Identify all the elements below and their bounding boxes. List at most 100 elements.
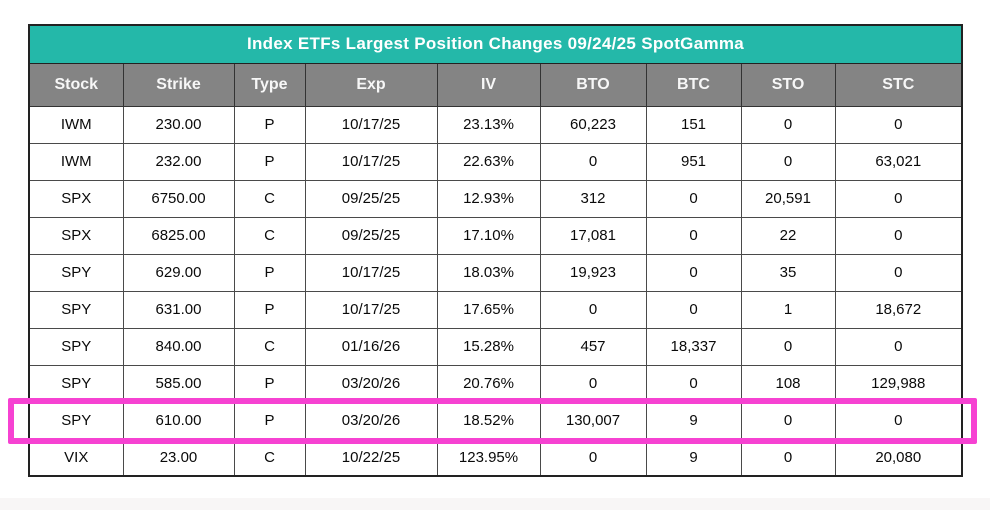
table-cell: 9 bbox=[645, 401, 742, 440]
table-cell: 0 bbox=[539, 142, 647, 181]
position-changes-table-wrap: Index ETFs Largest Position Changes 09/2… bbox=[8, 24, 977, 477]
table-row: SPY 629.00 P 10/17/25 18.03% 19,923 0 35 0 bbox=[28, 253, 963, 292]
table-cell: 0 bbox=[740, 438, 836, 477]
table-cell: 610.00 bbox=[122, 401, 235, 440]
table-cell: 0 bbox=[539, 290, 647, 329]
column-header-iv: IV bbox=[436, 62, 541, 107]
table-cell: SPX bbox=[28, 216, 124, 255]
column-header-stc: STC bbox=[834, 62, 963, 107]
table-cell: 0 bbox=[834, 179, 963, 218]
table-cell: 0 bbox=[740, 105, 836, 144]
table-cell: 17,081 bbox=[539, 216, 647, 255]
table-cell: P bbox=[233, 364, 306, 403]
table-cell: 9 bbox=[645, 438, 742, 477]
table-cell: 09/25/25 bbox=[304, 179, 438, 218]
table-cell: 18.03% bbox=[436, 253, 541, 292]
column-header-stock: Stock bbox=[28, 62, 124, 107]
table-cell: P bbox=[233, 142, 306, 181]
table-cell: 0 bbox=[645, 364, 742, 403]
table-cell: P bbox=[233, 105, 306, 144]
table-cell: C bbox=[233, 438, 306, 477]
table-cell: 22.63% bbox=[436, 142, 541, 181]
table-cell: 230.00 bbox=[122, 105, 235, 144]
table-cell: P bbox=[233, 253, 306, 292]
table-cell: 0 bbox=[645, 253, 742, 292]
table-cell: 0 bbox=[740, 142, 836, 181]
table-cell: SPX bbox=[28, 179, 124, 218]
table-cell: 951 bbox=[645, 142, 742, 181]
table-cell: 10/17/25 bbox=[304, 105, 438, 144]
table-cell: VIX bbox=[28, 438, 124, 477]
table-cell: 03/20/26 bbox=[304, 364, 438, 403]
table-cell: 17.65% bbox=[436, 290, 541, 329]
table-cell: 09/25/25 bbox=[304, 216, 438, 255]
table-row: SPY 631.00 P 10/17/25 17.65% 0 0 1 18,672 bbox=[28, 290, 963, 329]
table-cell: 840.00 bbox=[122, 327, 235, 366]
title-row: Index ETFs Largest Position Changes 09/2… bbox=[28, 24, 963, 64]
position-changes-table: Index ETFs Largest Position Changes 09/2… bbox=[28, 24, 964, 477]
table-cell: 1 bbox=[740, 290, 836, 329]
table-cell: 129,988 bbox=[834, 364, 963, 403]
column-header-row: Stock Strike Type Exp IV BTO BTC STO STC bbox=[28, 62, 963, 107]
table-row: IWM 230.00 P 10/17/25 23.13% 60,223 151 0 0 bbox=[28, 105, 963, 144]
table-cell: 22 bbox=[740, 216, 836, 255]
column-header-sto: STO bbox=[740, 62, 836, 107]
table-cell: SPY bbox=[28, 401, 124, 440]
table-cell: 0 bbox=[645, 290, 742, 329]
table-cell: 10/17/25 bbox=[304, 142, 438, 181]
table-cell: C bbox=[233, 179, 306, 218]
table-cell: IWM bbox=[28, 142, 124, 181]
bottom-strip bbox=[0, 498, 990, 510]
table-cell: 19,923 bbox=[539, 253, 647, 292]
table-cell: 312 bbox=[539, 179, 647, 218]
table-cell: 23.00 bbox=[122, 438, 235, 477]
table-row: SPX 6750.00 C 09/25/25 12.93% 312 0 20,591 0 bbox=[28, 179, 963, 218]
column-header-bto: BTO bbox=[539, 62, 647, 107]
table-cell: 0 bbox=[645, 179, 742, 218]
table-cell: 23.13% bbox=[436, 105, 541, 144]
table-cell: 6825.00 bbox=[122, 216, 235, 255]
table-cell: 631.00 bbox=[122, 290, 235, 329]
table-cell: 18,337 bbox=[645, 327, 742, 366]
table-cell: 123.95% bbox=[436, 438, 541, 477]
table-cell: 18.52% bbox=[436, 401, 541, 440]
table-cell: IWM bbox=[28, 105, 124, 144]
table-cell: 0 bbox=[834, 216, 963, 255]
table-row-highlighted: SPY 610.00 P 03/20/26 18.52% 130,007 9 0 0 bbox=[28, 401, 963, 440]
table-cell: 6750.00 bbox=[122, 179, 235, 218]
table-cell: 232.00 bbox=[122, 142, 235, 181]
table-cell: 20,591 bbox=[740, 179, 836, 218]
table-cell: 0 bbox=[834, 327, 963, 366]
table-body: IWM 230.00 P 10/17/25 23.13% 60,223 151 0 0 IWM 23… bbox=[28, 105, 963, 477]
table-cell: 60,223 bbox=[539, 105, 647, 144]
column-header-exp: Exp bbox=[304, 62, 438, 107]
table-cell: 17.10% bbox=[436, 216, 541, 255]
table-cell: 12.93% bbox=[436, 179, 541, 218]
table-cell: 35 bbox=[740, 253, 836, 292]
table-title: Index ETFs Largest Position Changes 09/2… bbox=[28, 24, 963, 64]
table-row: SPX 6825.00 C 09/25/25 17.10% 17,081 0 22 0 bbox=[28, 216, 963, 255]
table-cell: 03/20/26 bbox=[304, 401, 438, 440]
table-cell: 10/17/25 bbox=[304, 253, 438, 292]
table-cell: 0 bbox=[539, 364, 647, 403]
table-cell: 0 bbox=[539, 438, 647, 477]
table-cell: SPY bbox=[28, 364, 124, 403]
table-cell: 10/22/25 bbox=[304, 438, 438, 477]
table-row: IWM 232.00 P 10/17/25 22.63% 0 951 0 63,021 bbox=[28, 142, 963, 181]
table-row: SPY 585.00 P 03/20/26 20.76% 0 0 108 129,988 bbox=[28, 364, 963, 403]
table-row: VIX 23.00 C 10/22/25 123.95% 0 9 0 20,080 bbox=[28, 438, 963, 477]
table-cell: 0 bbox=[834, 105, 963, 144]
table-cell: P bbox=[233, 401, 306, 440]
column-header-btc: BTC bbox=[645, 62, 742, 107]
table-cell: 0 bbox=[740, 401, 836, 440]
table-cell: SPY bbox=[28, 290, 124, 329]
table-cell: P bbox=[233, 290, 306, 329]
table-cell: 151 bbox=[645, 105, 742, 144]
table-cell: 0 bbox=[645, 216, 742, 255]
column-header-strike: Strike bbox=[122, 62, 235, 107]
table-cell: 0 bbox=[740, 327, 836, 366]
column-header-type: Type bbox=[233, 62, 306, 107]
table-cell: C bbox=[233, 216, 306, 255]
table-cell: SPY bbox=[28, 253, 124, 292]
